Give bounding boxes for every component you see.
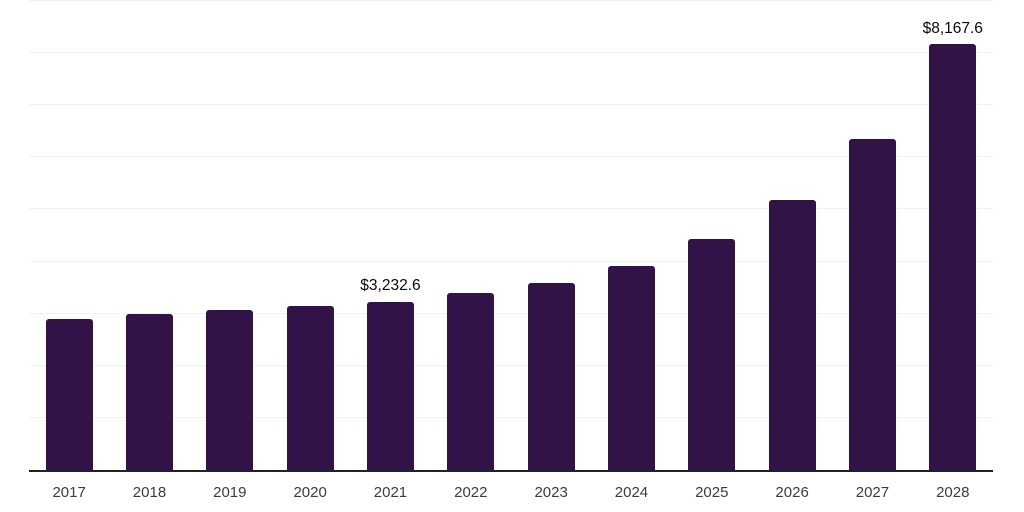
- bar-group: [591, 1, 671, 470]
- bar: [206, 309, 254, 470]
- bar-value-label: $3,232.6: [360, 277, 421, 295]
- bar-group: $3,232.6: [350, 1, 430, 470]
- x-axis-labels: 2017 2018 2019 2020 2021 2022 2023 2024 2025 2026…: [29, 472, 993, 500]
- x-tick-label: 2018: [132, 484, 167, 501]
- bar-group: [29, 1, 109, 470]
- gridline: [29, 364, 993, 366]
- bar: [848, 139, 896, 470]
- bar: [366, 301, 414, 470]
- bar-group: $8,167.6: [913, 1, 993, 470]
- x-tick-label: 2026: [775, 484, 809, 501]
- gridline: [29, 104, 993, 106]
- bar-group: [832, 1, 912, 470]
- x-tick-label: 2024: [614, 484, 649, 501]
- bar-group: [109, 1, 189, 470]
- bar: [45, 318, 93, 470]
- x-tick-label: 2025: [695, 484, 729, 501]
- bar: [125, 314, 173, 470]
- gridline: [29, 208, 993, 210]
- bar: [607, 265, 655, 470]
- gridline: [29, 416, 993, 418]
- bar: [286, 305, 334, 470]
- x-tick-label: 2019: [213, 484, 247, 501]
- bar-group: [270, 1, 350, 470]
- bars-container: $3,232.6 $8,167.6: [29, 1, 993, 470]
- bar-group: [511, 1, 591, 470]
- bar-group: [672, 1, 752, 470]
- bar: [527, 283, 575, 470]
- x-tick-label: 2027: [855, 484, 890, 501]
- gridline: [29, 312, 993, 314]
- x-tick-label: 2017: [52, 484, 86, 501]
- bar: [768, 200, 816, 470]
- bar-group: [431, 1, 511, 470]
- bar-group: [752, 1, 832, 470]
- gridline: [29, 260, 993, 262]
- x-tick-label: 2023: [534, 484, 568, 501]
- bar-group: [190, 1, 270, 470]
- gridline: [29, 52, 993, 54]
- bar: [447, 293, 495, 470]
- plot-area: $3,232.6 $8,167.6: [29, 0, 993, 472]
- x-tick-label: 2028: [936, 484, 970, 501]
- x-tick-label: 2020: [293, 484, 327, 501]
- gridline: [29, 0, 993, 1]
- x-tick-label: 2021: [373, 484, 408, 501]
- bar: [688, 238, 736, 470]
- x-tick-label: 2022: [454, 484, 488, 501]
- bar-value-label: $8,167.6: [922, 19, 983, 37]
- bar: [929, 44, 977, 470]
- gridline: [29, 156, 993, 158]
